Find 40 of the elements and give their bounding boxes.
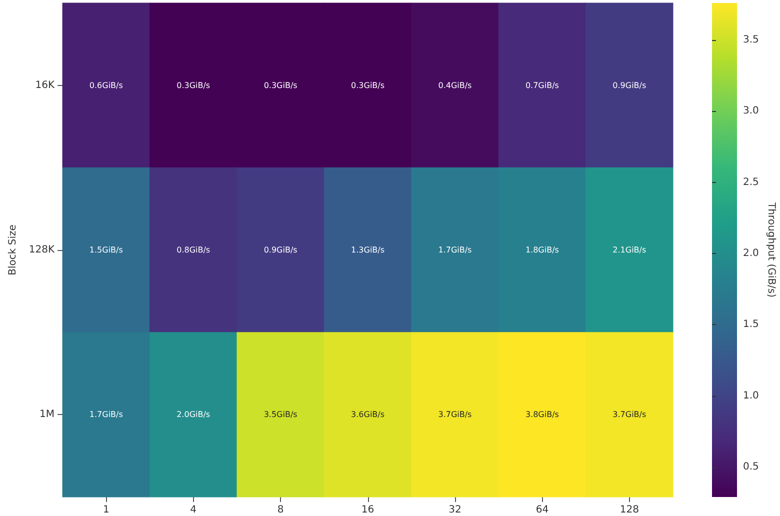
- color-bar-label: 2.0: [743, 248, 759, 260]
- color-bar-label: 2.5: [743, 176, 759, 188]
- y-tick-label: 1M: [40, 409, 55, 420]
- x-tick-label: 32: [448, 504, 462, 516]
- color-bar-title: Throughput (GiB/s): [766, 201, 776, 298]
- color-bar-label: 1.0: [743, 390, 759, 402]
- data-label: 0.8GiB/s: [176, 246, 210, 254]
- x-tick-label: 16: [361, 504, 374, 516]
- data-label: 1.3GiB/s: [351, 246, 385, 254]
- color-bar-label: 3.0: [743, 106, 759, 117]
- data-label: 3.5GiB/s: [264, 410, 298, 420]
- data-label: 1.8GiB/s: [525, 246, 559, 254]
- color-bar-label: 1.5: [743, 319, 759, 330]
- y-tick-label: 16K: [35, 80, 55, 91]
- x-tick-label: 128: [620, 504, 639, 516]
- color-bar-label: 3.5: [743, 34, 759, 46]
- data-label: 0.6GiB/s: [89, 80, 123, 90]
- x-tick-label: 64: [536, 504, 549, 516]
- data-label: 0.9GiB/s: [264, 246, 298, 254]
- y-tick-label: 128K: [28, 244, 55, 256]
- x-tick-label: 8: [277, 504, 284, 516]
- data-label: 1.5GiB/s: [89, 246, 123, 254]
- data-label: 3.7GiB/s: [612, 410, 646, 420]
- data-label: 3.8GiB/s: [525, 410, 559, 420]
- data-label: 0.3GiB/s: [351, 80, 385, 90]
- data-label: 2.1GiB/s: [612, 246, 646, 254]
- data-label: 0.4GiB/s: [438, 80, 472, 90]
- data-label: 0.9GiB/s: [612, 80, 646, 90]
- data-label: 1.7GiB/s: [438, 246, 472, 254]
- data-label: 0.3GiB/s: [176, 80, 210, 90]
- x-tick-label: 1: [102, 504, 110, 516]
- data-label: 3.6GiB/s: [351, 410, 385, 420]
- x-tick-label: 4: [190, 504, 197, 516]
- data-label: 0.3GiB/s: [264, 80, 298, 90]
- y-axis-title: Block Size: [8, 224, 18, 276]
- color-bar-label: 0.5: [743, 462, 759, 473]
- data-label: 2.0GiB/s: [176, 410, 210, 420]
- data-label: 1.7GiB/s: [89, 410, 123, 420]
- data-label: 3.7GiB/s: [438, 410, 472, 420]
- data-label: 0.7GiB/s: [525, 80, 559, 90]
